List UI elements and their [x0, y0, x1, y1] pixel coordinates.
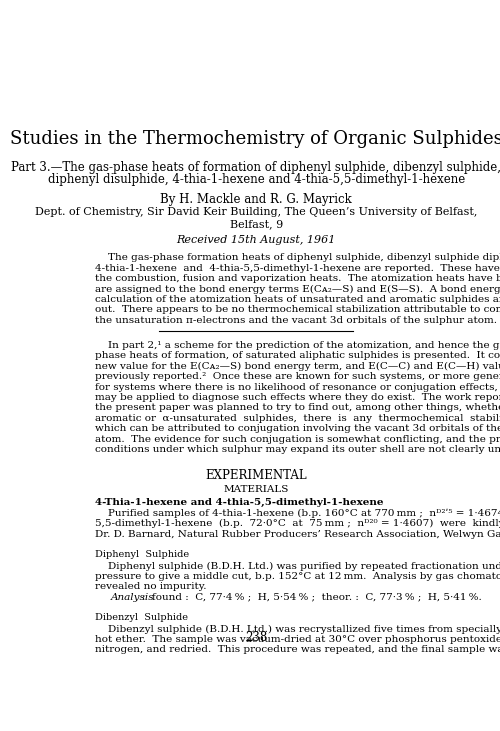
Text: Dibenzyl  Sulphide: Dibenzyl Sulphide	[95, 613, 188, 622]
Text: out.  There appears to be no thermochemical stabilization attributable to conjug: out. There appears to be no thermochemic…	[95, 306, 500, 314]
Text: 238: 238	[245, 631, 268, 644]
Text: new value for the E(Cᴀ₂—S) bond energy term, and E(C—C) and E(C—H) values: new value for the E(Cᴀ₂—S) bond energy t…	[95, 362, 500, 371]
Text: phase heats of formation, of saturated aliphatic sulphides is presented.  It con: phase heats of formation, of saturated a…	[95, 352, 500, 360]
Text: diphenyl disulphide, 4-thia-1-hexene and 4-thia-5,5-dimethyl-1-hexene: diphenyl disulphide, 4-thia-1-hexene and…	[48, 173, 465, 186]
Text: previously reported.²  Once these are known for such systems, or more generally,: previously reported.² Once these are kno…	[95, 372, 500, 381]
Text: nitrogen, and redried.  This procedure was repeated, and the final sample was dr: nitrogen, and redried. This procedure wa…	[95, 645, 500, 654]
Text: the combustion, fusion and vaporization heats.  The atomization heats have been : the combustion, fusion and vaporization …	[95, 274, 500, 283]
Text: Part 3.—The gas-phase heats of formation of diphenyl sulphide, dibenzyl sulphide: Part 3.—The gas-phase heats of formation…	[11, 161, 500, 174]
Text: aromatic or  α-unsaturated  sulphides,  there  is  any  thermochemical  stabiliz: aromatic or α-unsaturated sulphides, the…	[95, 414, 500, 423]
Text: By H. Mackle and R. G. Mayrick: By H. Mackle and R. G. Mayrick	[160, 193, 352, 206]
Text: The gas-phase formation heats of diphenyl sulphide, dibenzyl sulphide diphenyl d: The gas-phase formation heats of dipheny…	[95, 254, 500, 262]
Text: revealed no impurity.: revealed no impurity.	[95, 583, 206, 591]
Text: calculation of the atomization heats of unsaturated and aromatic sulphides and d: calculation of the atomization heats of …	[95, 295, 500, 304]
Text: Dr. D. Barnard, Natural Rubber Producers’ Research Association, Welwyn Garden Ci: Dr. D. Barnard, Natural Rubber Producers…	[95, 530, 500, 539]
Text: 5,5-dimethyl-1-hexene  (b.p.  72·0°C  at  75 mm ;  nᴰ²⁰ = 1·4607)  were  kindly : 5,5-dimethyl-1-hexene (b.p. 72·0°C at 75…	[95, 519, 500, 529]
Text: In part 2,¹ a scheme for the prediction of the atomization, and hence the gas-: In part 2,¹ a scheme for the prediction …	[95, 341, 500, 350]
Text: pressure to give a middle cut, b.p. 152°C at 12 mm.  Analysis by gas chomatograp: pressure to give a middle cut, b.p. 152°…	[95, 572, 500, 581]
Text: Received 15th August, 1961: Received 15th August, 1961	[176, 235, 336, 246]
Text: Diphenyl  Sulphide: Diphenyl Sulphide	[95, 550, 189, 559]
Text: 4-Thia-1-hexene and 4-thia-5,5-dimethyl-1-hexene: 4-Thia-1-hexene and 4-thia-5,5-dimethyl-…	[95, 498, 384, 507]
Text: conditions under which sulphur may expand its outer shell are not clearly unders: conditions under which sulphur may expan…	[95, 445, 500, 454]
Text: atom.  The evidence for such conjugation is somewhat conflicting, and the precis: atom. The evidence for such conjugation …	[95, 435, 500, 444]
Text: for systems where there is no likelihood of resonance or conjugation effects, th: for systems where there is no likelihood…	[95, 382, 500, 392]
Text: the present paper was planned to try to find out, among other things, whether, i: the present paper was planned to try to …	[95, 404, 500, 412]
Text: MATERIALS: MATERIALS	[224, 485, 289, 494]
Text: :  found :  C, 77·4 % ;  H, 5·54 % ;  theor. :  C, 77·3 % ;  H, 5·41 %.: : found : C, 77·4 % ; H, 5·54 % ; theor.…	[142, 593, 482, 602]
Text: EXPERIMENTAL: EXPERIMENTAL	[206, 469, 307, 482]
Text: Belfast, 9: Belfast, 9	[230, 219, 283, 230]
Text: Diphenyl sulphide (B.D.H. Ltd.) was purified by repeated fractionation under red: Diphenyl sulphide (B.D.H. Ltd.) was puri…	[95, 561, 500, 571]
Text: 4-thia-1-hexene  and  4-thia-5,5-dimethyl-1-hexene are reported.  These have bee: 4-thia-1-hexene and 4-thia-5,5-dimethyl-…	[95, 264, 500, 273]
Text: are assigned to the bond energy terms E(Cᴀ₂—S) and E(S—S).  A bond energy scheme: are assigned to the bond energy terms E(…	[95, 284, 500, 294]
Text: Purified samples of 4-thia-1-hexene (b.p. 160°C at 770 mm ;  nᴰ²ʹ⁵ = 1·4674) and: Purified samples of 4-thia-1-hexene (b.p…	[95, 509, 500, 518]
Text: Analysis: Analysis	[110, 593, 154, 602]
Text: Dept. of Chemistry, Sir David Keir Building, The Queen’s University of Belfast,: Dept. of Chemistry, Sir David Keir Build…	[35, 207, 478, 217]
Text: Dibenzyl sulphide (B.D.H. Ltd.) was recrystallized five times from specially pur: Dibenzyl sulphide (B.D.H. Ltd.) was recr…	[95, 624, 500, 634]
Text: may be applied to diagnose such effects where they do exist.  The work reported : may be applied to diagnose such effects …	[95, 393, 500, 402]
Text: hot ether.  The sample was vacuum-dried at 30°C over phosphorus pentoxide, fused: hot ether. The sample was vacuum-dried a…	[95, 635, 500, 644]
Text: which can be attributed to conjugation involving the vacant 3d orbitals of the s: which can be attributed to conjugation i…	[95, 424, 500, 433]
Text: the unsaturation π-electrons and the vacant 3d orbitals of the sulphur atom.: the unsaturation π-electrons and the vac…	[95, 316, 497, 325]
Text: Studies in the Thermochemistry of Organic Sulphides: Studies in the Thermochemistry of Organi…	[10, 130, 500, 148]
